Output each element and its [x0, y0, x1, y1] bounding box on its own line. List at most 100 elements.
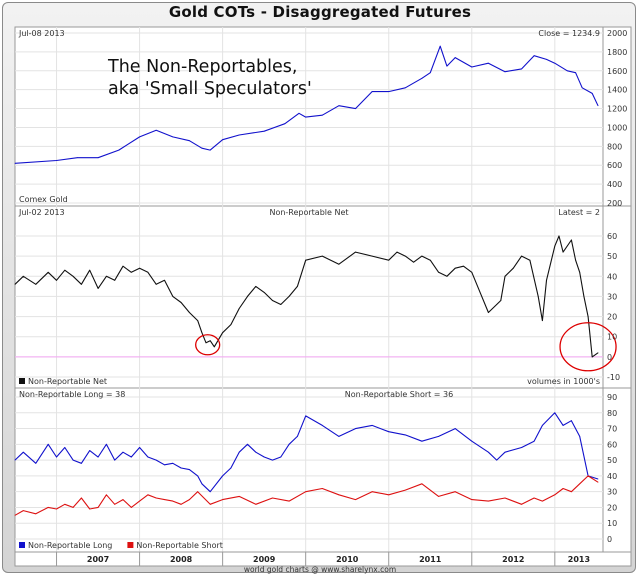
y-tick-label: 600 [607, 161, 622, 170]
data-point [446, 65, 448, 67]
data-point [583, 296, 585, 297]
data-point [496, 304, 498, 305]
data-point [155, 459, 157, 461]
panel-2-left-label: Jul-02 2013 [18, 208, 65, 217]
panel-3-center-label: Non-Reportable Short = 36 [345, 390, 453, 399]
panel-2-footer-label: volumes in 1000's [527, 377, 600, 386]
data-point [122, 265, 124, 267]
data-point [521, 447, 523, 448]
data-point [197, 320, 199, 321]
data-point [189, 312, 190, 313]
data-point [255, 285, 257, 287]
data-point [64, 269, 66, 271]
data-point [454, 267, 456, 269]
data-point [597, 481, 599, 483]
data-point [504, 71, 506, 73]
data-point [114, 279, 116, 281]
data-point [205, 342, 207, 344]
data-point [139, 500, 140, 502]
data-point [89, 450, 91, 452]
highlight-circle [195, 334, 221, 356]
data-point [421, 440, 423, 442]
data-point [255, 451, 257, 453]
data-point [209, 491, 211, 493]
data-point [230, 324, 232, 326]
data-point [238, 134, 240, 136]
panel-2-right-label: Latest = 2 [558, 208, 600, 217]
data-point [529, 259, 531, 261]
data-point [321, 255, 323, 257]
legend-label: Non-Reportable Net [28, 377, 107, 386]
data-point [114, 459, 116, 461]
data-point [72, 459, 74, 461]
data-point [222, 332, 224, 334]
y-tick-label: 20 [607, 503, 617, 512]
data-point [213, 346, 215, 348]
data-point [504, 451, 506, 453]
legend-label: Non-Reportable Short [136, 541, 223, 550]
data-point [533, 497, 535, 499]
data-point [321, 114, 323, 116]
data-point [504, 275, 506, 277]
data-point [14, 283, 16, 285]
x-tick-label: 2008 [170, 555, 193, 564]
y-tick-label: 60 [607, 232, 617, 241]
data-point [263, 130, 265, 132]
data-point [155, 497, 157, 499]
data-point [587, 475, 589, 477]
data-point [321, 425, 323, 426]
data-point [35, 283, 37, 285]
data-point [371, 491, 373, 493]
data-point [305, 491, 307, 493]
data-point [14, 514, 16, 516]
data-point [296, 285, 298, 287]
data-point [571, 491, 572, 493]
data-point [47, 507, 49, 508]
data-point [238, 496, 240, 497]
data-point [130, 456, 132, 458]
data-point [413, 261, 415, 263]
legend-swatch [19, 378, 25, 384]
data-point [421, 77, 423, 79]
data-point [554, 245, 556, 247]
data-point [222, 139, 224, 141]
data-point [541, 320, 543, 321]
y-tick-label: 30 [607, 292, 617, 301]
data-point [118, 149, 120, 151]
data-point [180, 467, 182, 469]
data-point [521, 503, 523, 505]
data-point [404, 87, 406, 89]
annotation-text: aka 'Small Speculators' [108, 79, 312, 99]
data-point [597, 352, 599, 354]
data-point [388, 91, 390, 92]
data-point [404, 434, 406, 436]
data-point [222, 475, 224, 477]
data-point [371, 91, 373, 92]
data-point [298, 112, 300, 114]
data-point [537, 296, 539, 297]
data-point [575, 259, 576, 261]
data-point [89, 269, 91, 271]
y-tick-label: 200 [607, 199, 622, 208]
data-point [76, 157, 78, 159]
y-tick-label: 0 [607, 535, 612, 544]
data-point [296, 436, 298, 437]
data-point [429, 72, 431, 74]
data-point [388, 494, 390, 496]
data-point [321, 488, 323, 489]
data-point [64, 447, 66, 448]
data-point [338, 436, 340, 437]
data-point [22, 275, 24, 277]
data-point [533, 55, 535, 57]
data-point [597, 105, 599, 107]
data-point [338, 105, 340, 107]
data-point [404, 255, 406, 257]
data-point [591, 356, 593, 358]
data-point [72, 507, 74, 508]
panel-3-left-label: Non-Reportable Long = 38 [19, 390, 125, 399]
data-point [558, 235, 560, 237]
y-tick-label: 20 [607, 313, 617, 322]
y-tick-label: 10 [607, 333, 617, 342]
data-point [189, 499, 190, 500]
